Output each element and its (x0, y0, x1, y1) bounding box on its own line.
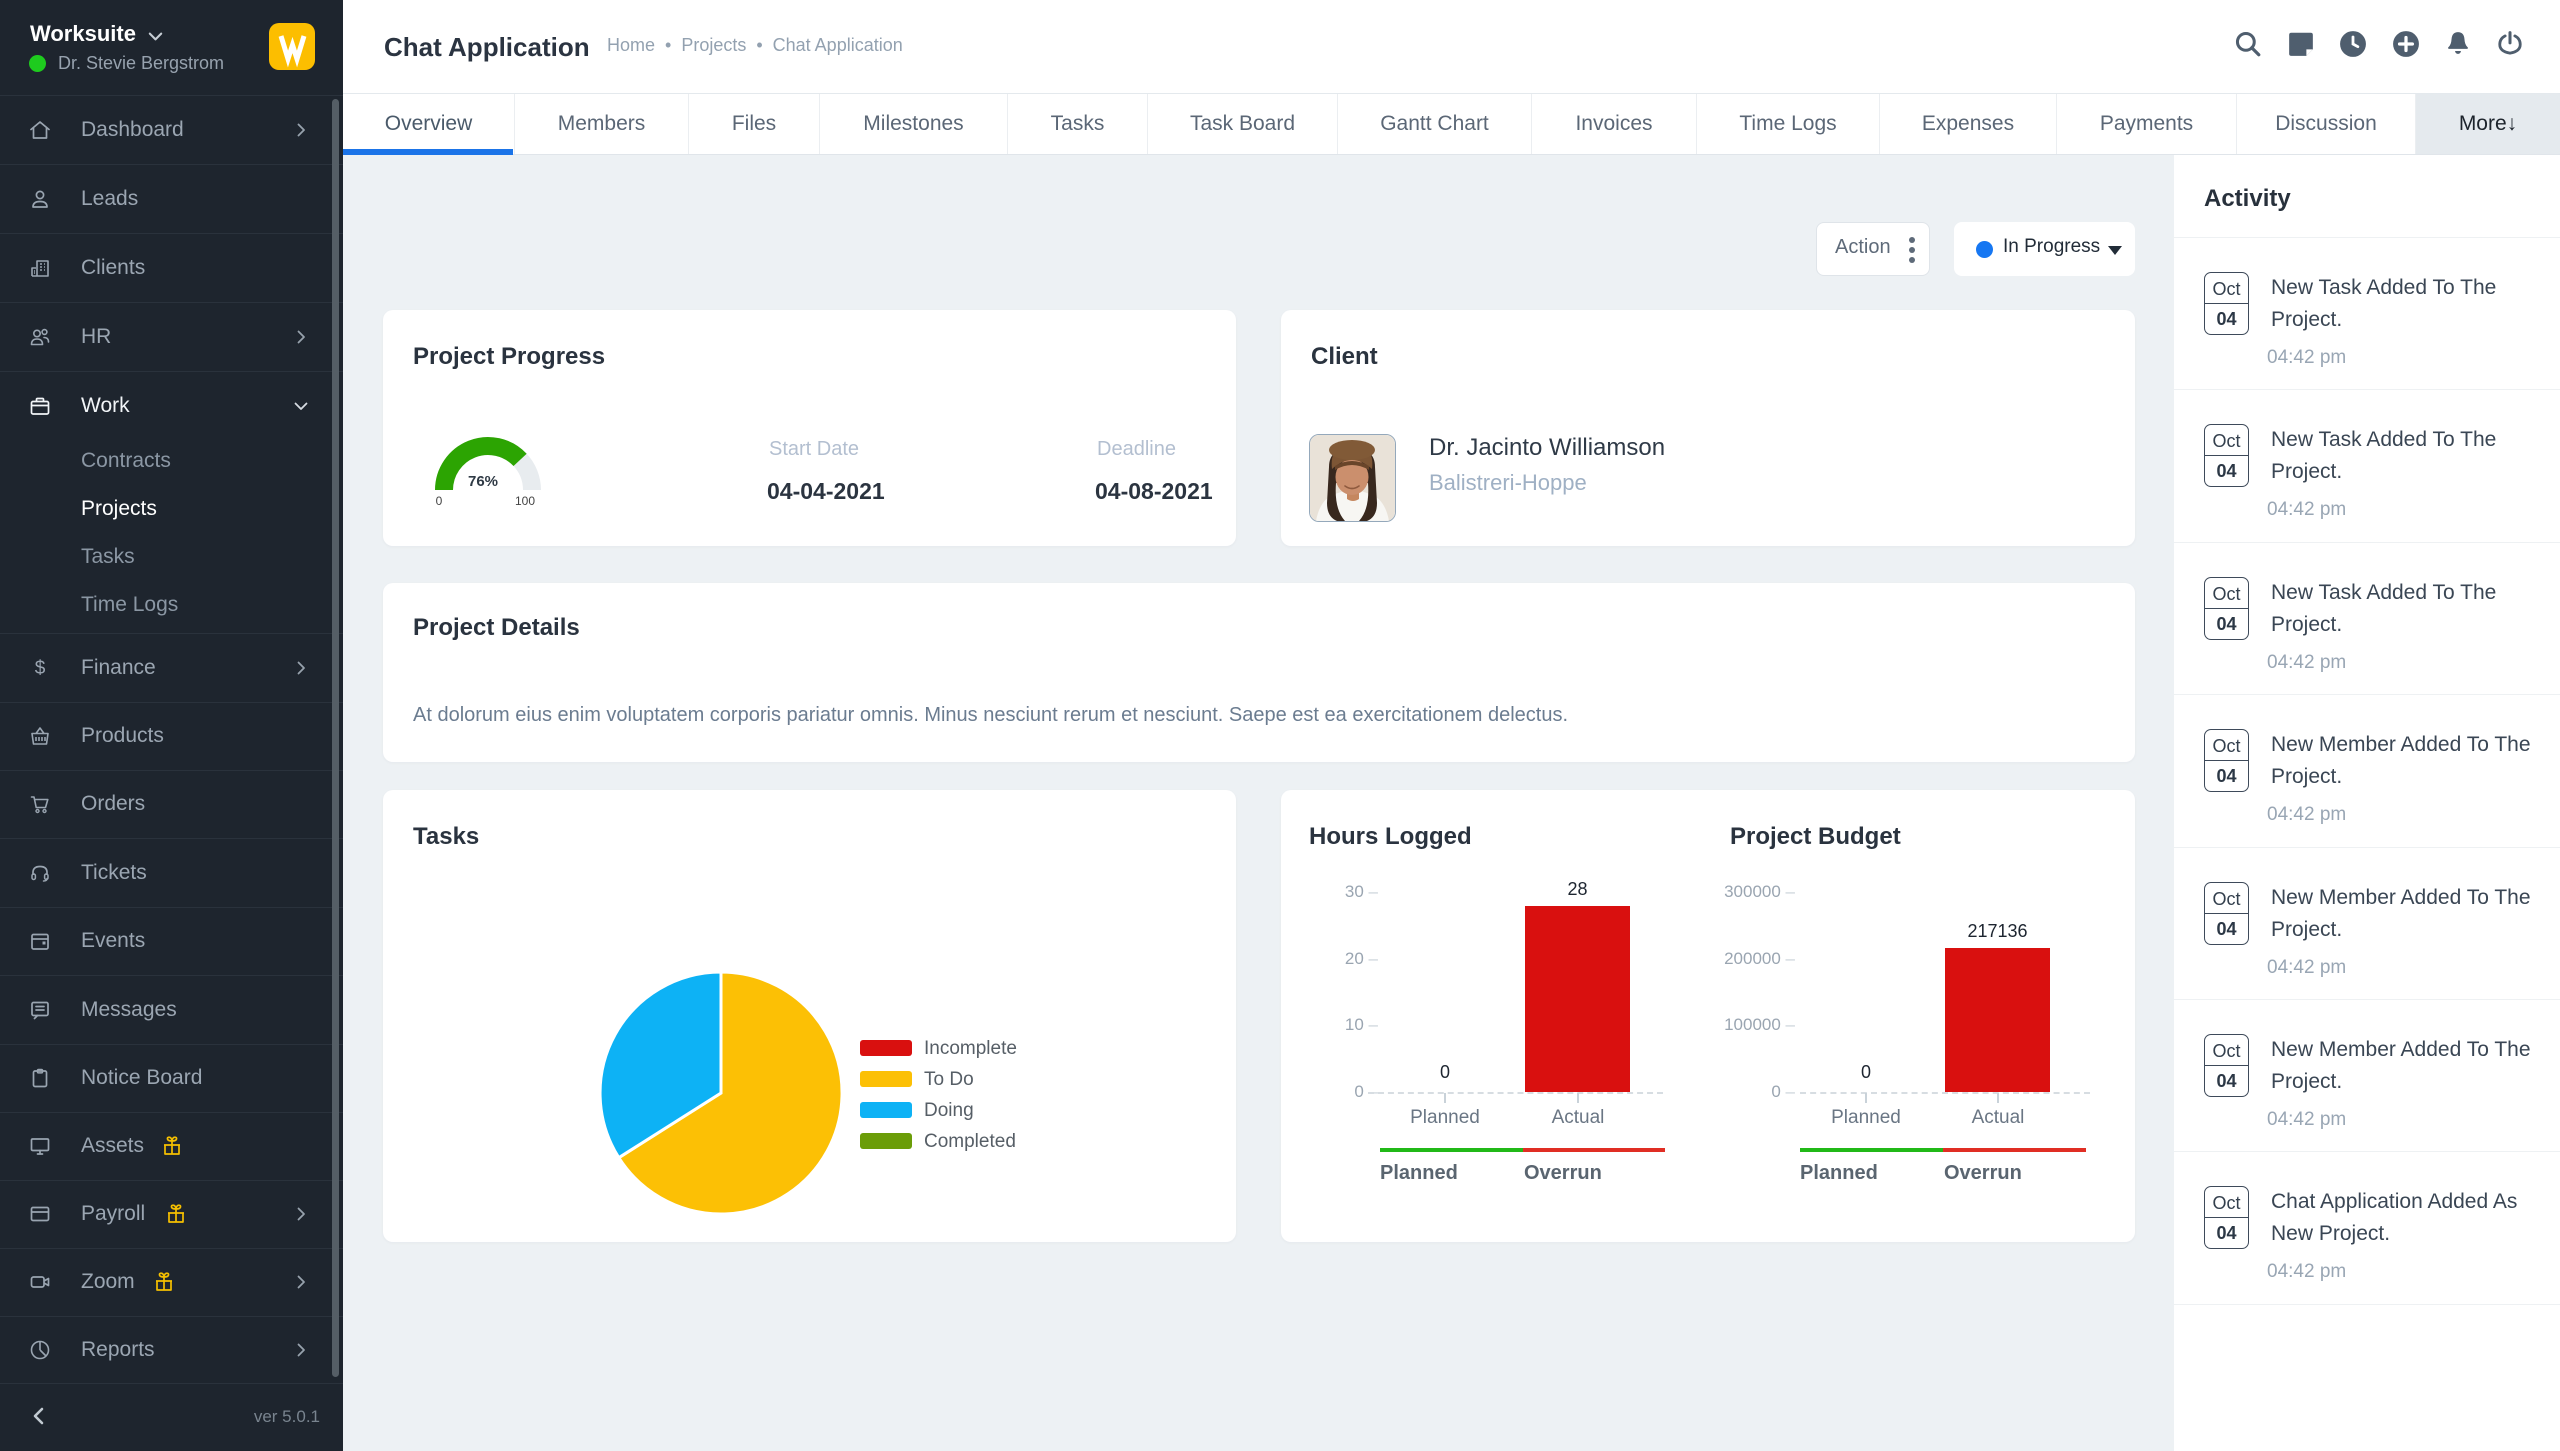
svg-text:$: $ (35, 658, 46, 679)
